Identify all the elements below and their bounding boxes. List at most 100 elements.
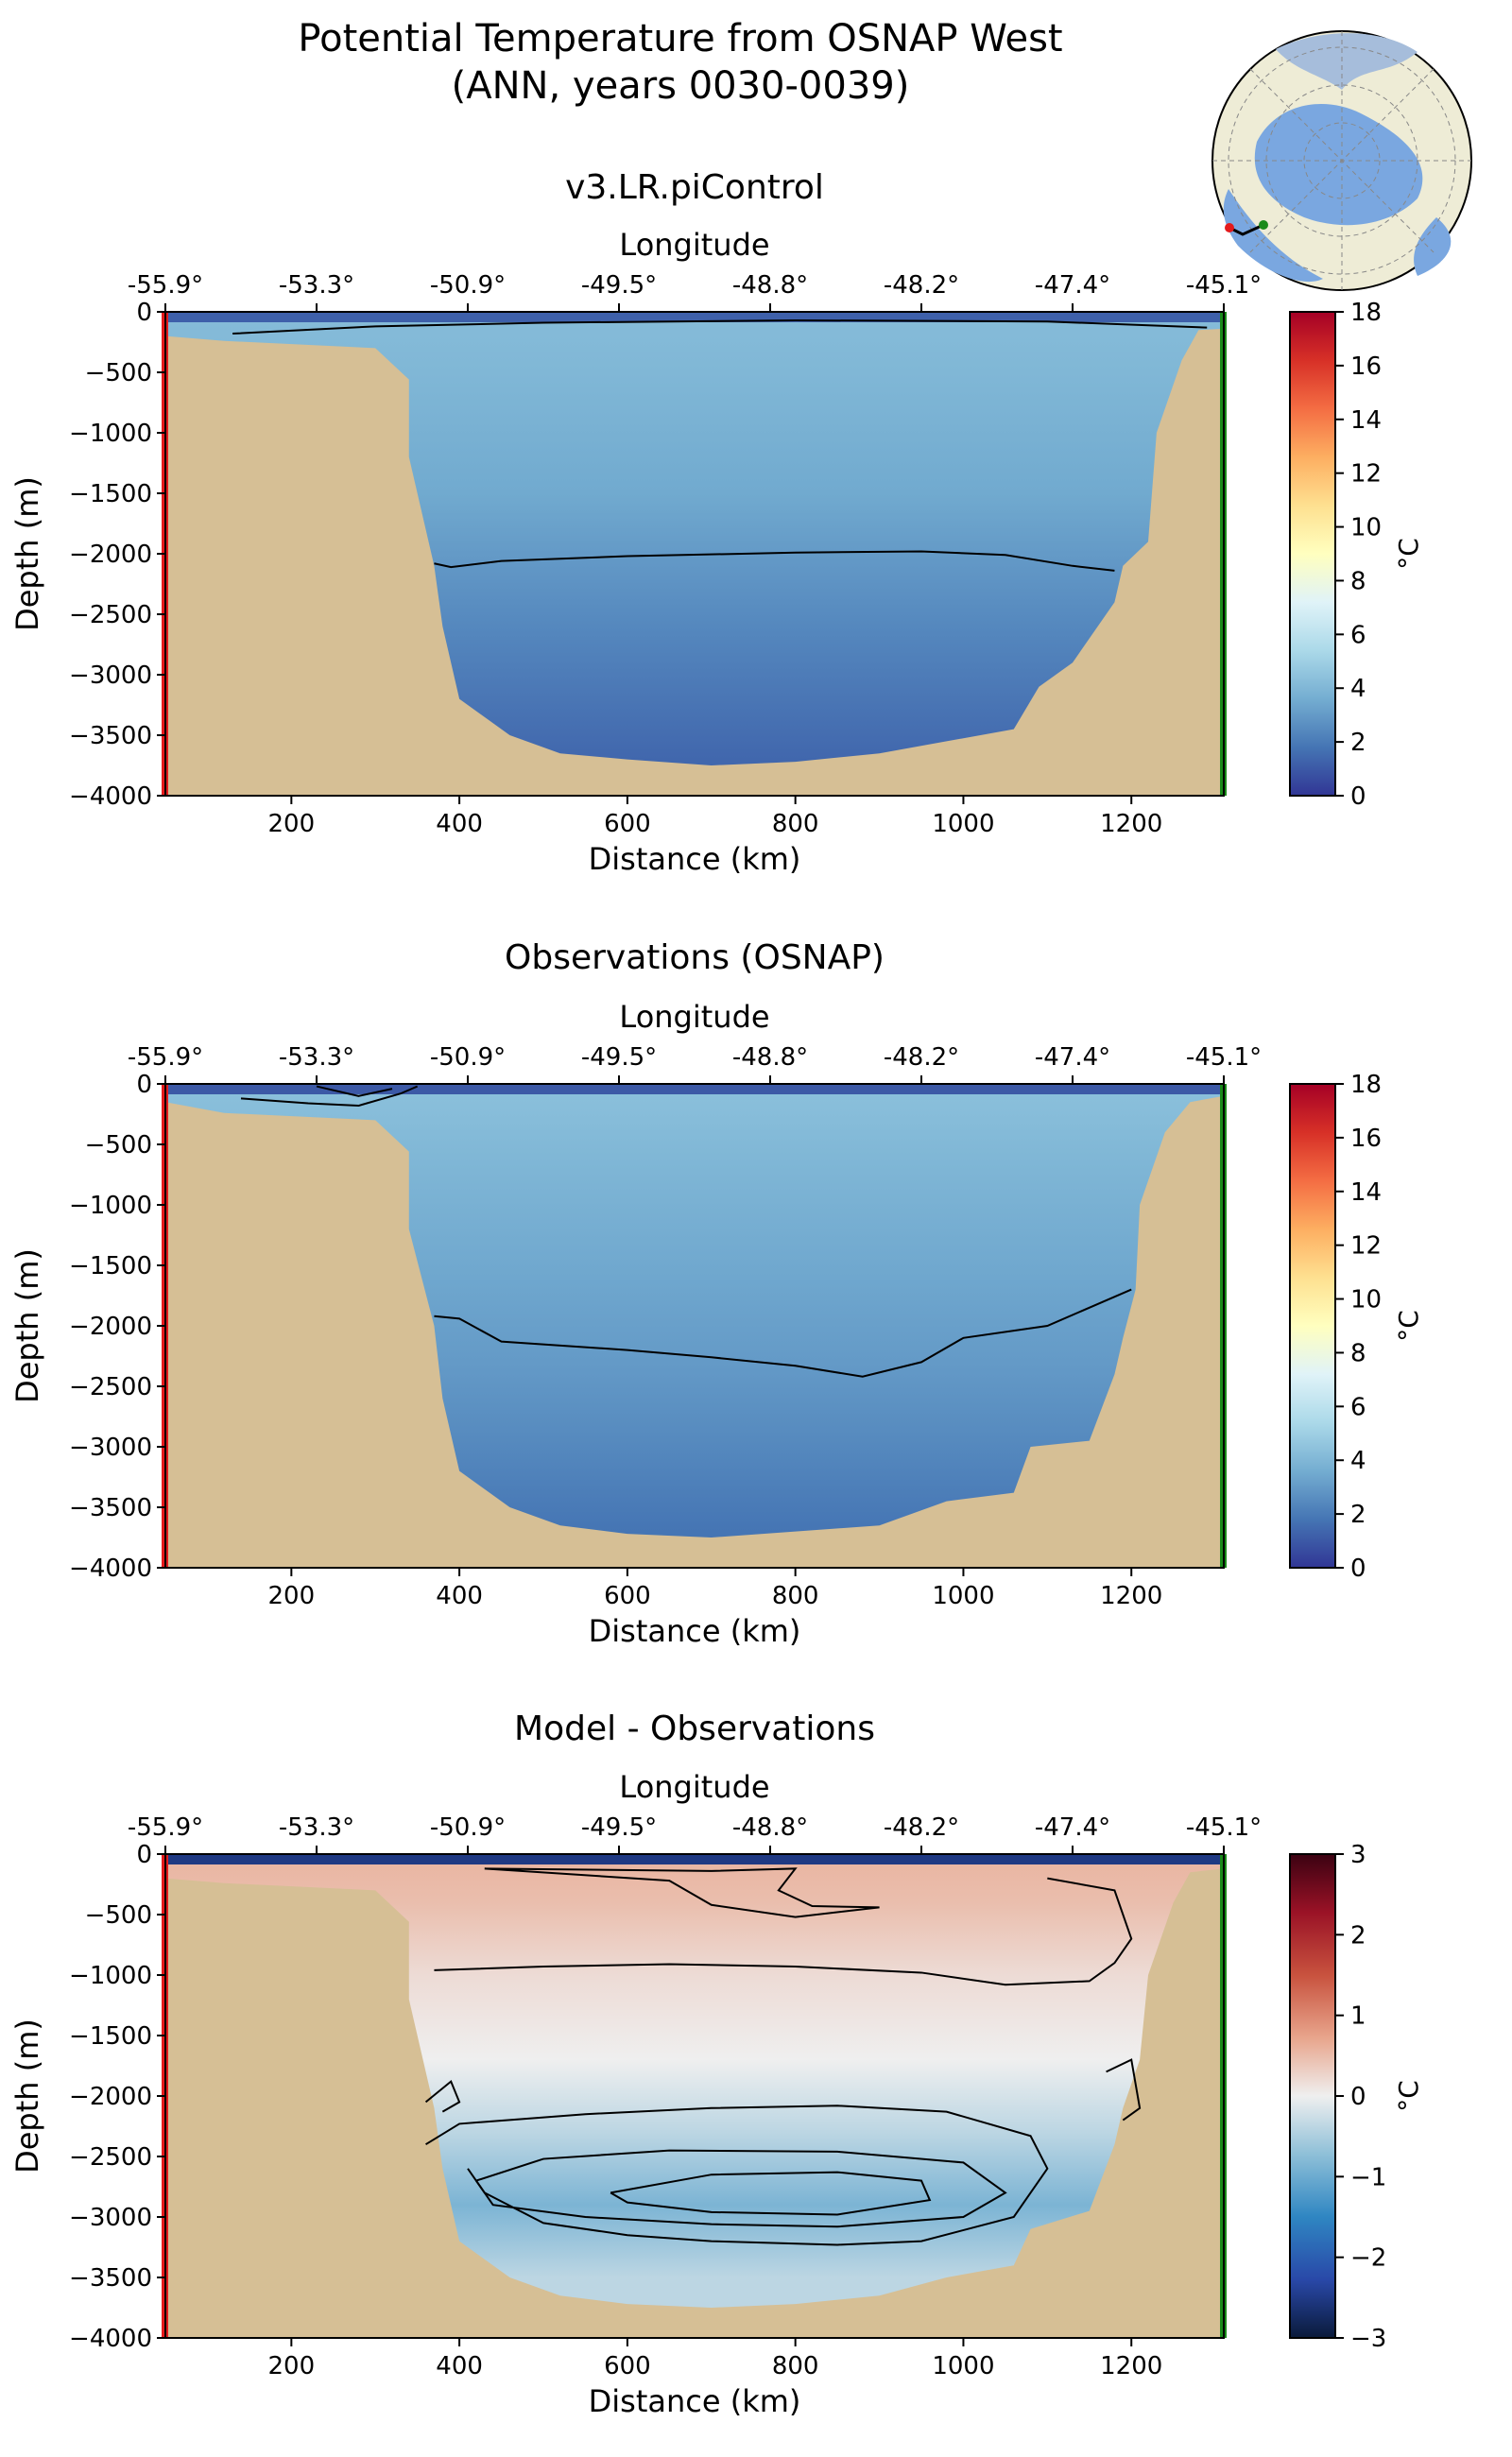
- colorbar-tick-label: 12: [1350, 1232, 1382, 1261]
- y-tick-label: −2000: [69, 541, 152, 569]
- colorbar: [1289, 1083, 1336, 1569]
- top-tick-label: -45.1°: [1186, 271, 1262, 300]
- x-tick-label: 400: [436, 1582, 483, 1610]
- y-tick-label: −2500: [69, 1373, 152, 1401]
- inset-map-greenland-ocean: [1276, 33, 1418, 90]
- colorbar-tick-label: 6: [1350, 621, 1366, 649]
- y-axis-label: Depth (m): [9, 2019, 45, 2174]
- x-tick-label: 1000: [932, 1582, 994, 1610]
- contour-line: [424, 2080, 461, 2113]
- contour-line: [484, 1867, 880, 1918]
- colorbar-tick-label: −1: [1350, 2163, 1386, 2191]
- panel-title: v3.LR.piControl: [565, 168, 824, 207]
- top-tick-label: -49.5°: [581, 271, 657, 300]
- colorbar-tick-label: 14: [1350, 406, 1382, 435]
- inset-map-section-start: [1225, 223, 1234, 232]
- top-tick-label: -50.9°: [430, 1813, 506, 1842]
- x-tick-label: 600: [604, 2352, 651, 2380]
- x-tick-label: 1000: [932, 810, 994, 838]
- colorbar-tick-label: 1: [1350, 2002, 1366, 2031]
- inset-map-pacific: [1414, 217, 1452, 276]
- x-tick-label: 400: [436, 2352, 483, 2380]
- y-tick-label: −2500: [69, 2143, 152, 2172]
- contour-line: [434, 1877, 1133, 1986]
- y-tick-label: −3500: [69, 722, 152, 750]
- top-axis-label: Longitude: [619, 999, 769, 1035]
- seafloor-topography: [165, 1095, 1224, 1568]
- x-tick-label: 200: [268, 2352, 316, 2380]
- top-tick-label: -49.5°: [581, 1813, 657, 1842]
- top-tick-label: -47.4°: [1035, 271, 1110, 300]
- y-tick-label: −1500: [69, 2022, 152, 2051]
- colorbar-label: °C: [1393, 538, 1424, 570]
- top-tick-label: -49.5°: [581, 1043, 657, 1072]
- y-axis-label: Depth (m): [9, 1248, 45, 1403]
- y-tick-label: −500: [85, 1901, 152, 1930]
- x-tick-label: 1000: [932, 2352, 994, 2380]
- colorbar-tick-label: 8: [1350, 567, 1366, 595]
- x-axis-label: Distance (km): [589, 2383, 801, 2419]
- contour-line: [434, 550, 1115, 572]
- top-tick-label: -55.9°: [128, 1043, 203, 1072]
- colorbar-tick-label: 16: [1350, 352, 1382, 381]
- top-axis-label: Longitude: [619, 1769, 769, 1805]
- seafloor-topography: [165, 1868, 1224, 2338]
- x-tick-label: 1200: [1100, 1582, 1162, 1610]
- x-tick-label: 800: [772, 810, 819, 838]
- colorbar-tick-label: 18: [1350, 1071, 1382, 1099]
- y-tick-label: −4000: [69, 2325, 152, 2353]
- x-tick-label: 800: [772, 1582, 819, 1610]
- y-axis-label: Depth (m): [9, 476, 45, 631]
- contour-line: [475, 2149, 1007, 2228]
- x-tick-label: 1200: [1100, 2352, 1162, 2380]
- top-tick-label: -48.8°: [732, 1813, 808, 1842]
- panel-title: Observations (OSNAP): [505, 938, 885, 977]
- colorbar-tick-label: 2: [1350, 729, 1366, 757]
- y-tick-label: −2500: [69, 601, 152, 629]
- panel-2: Observations (OSNAP) 200 400 600 800 1000 1200…: [9, 938, 1424, 1649]
- top-tick-label: -48.8°: [732, 1043, 808, 1072]
- colorbar: [1289, 1853, 1336, 2339]
- y-tick-label: −3000: [69, 1434, 152, 1462]
- colorbar-label: °C: [1393, 1310, 1424, 1342]
- top-tick-label: -48.2°: [884, 271, 959, 300]
- inset-map-section-line: [1228, 223, 1264, 236]
- colorbar-tick-label: 2: [1350, 1501, 1366, 1529]
- x-tick-label: 600: [604, 1582, 651, 1610]
- top-tick-label: -48.2°: [884, 1813, 959, 1842]
- surface-layer: [165, 1084, 1224, 1094]
- y-tick-label: −1000: [69, 420, 152, 448]
- colorbar-tick-label: 12: [1350, 460, 1382, 489]
- colorbar-tick-label: 0: [1350, 782, 1366, 811]
- seafloor-topography: [165, 328, 1224, 796]
- colorbar-label: °C: [1393, 2080, 1424, 2112]
- colorbar-tick-label: 4: [1350, 1447, 1366, 1475]
- top-tick-label: -50.9°: [430, 271, 506, 300]
- contour-line: [240, 1085, 419, 1108]
- colorbar-tick-label: 3: [1350, 1841, 1366, 1869]
- colorbar-tick-label: 10: [1350, 514, 1382, 542]
- x-tick-label: 200: [268, 1582, 316, 1610]
- contour-line: [434, 1288, 1132, 1378]
- figure-title-line2: (ANN, years 0030-0039): [452, 64, 910, 108]
- inset-map-arctic-ocean: [1254, 104, 1423, 226]
- top-tick-label: -55.9°: [128, 1813, 203, 1842]
- y-tick-label: −3000: [69, 2204, 152, 2232]
- y-tick-label: −4000: [69, 1555, 152, 1583]
- colorbar-tick-label: 10: [1350, 1286, 1382, 1314]
- inset-map-gridline: [1303, 122, 1381, 199]
- top-tick-label: -53.3°: [279, 1043, 354, 1072]
- top-tick-label: -45.1°: [1186, 1043, 1262, 1072]
- inset-map-section-end: [1259, 220, 1268, 230]
- top-tick-label: -47.4°: [1035, 1043, 1110, 1072]
- top-tick-label: -55.9°: [128, 271, 203, 300]
- panel-title: Model - Observations: [514, 1710, 875, 1748]
- contour-line: [232, 318, 1208, 335]
- colorbar-tick-label: 6: [1350, 1393, 1366, 1421]
- x-tick-label: 600: [604, 810, 651, 838]
- top-tick-label: -53.3°: [279, 271, 354, 300]
- y-tick-label: −3500: [69, 1494, 152, 1522]
- y-tick-label: −2000: [69, 1313, 152, 1341]
